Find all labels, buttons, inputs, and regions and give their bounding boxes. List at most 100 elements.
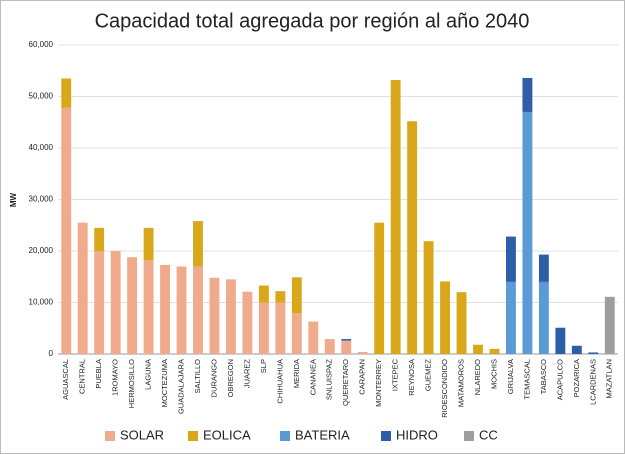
legend-label: EOLICA: [203, 427, 251, 442]
bar-segment: [258, 302, 269, 354]
bar-segment: [127, 257, 138, 354]
bar-segment: [143, 260, 154, 354]
bar-segment: [390, 80, 401, 355]
bar-segment: [604, 296, 615, 354]
bar-segment: [456, 292, 467, 354]
bar-segment: [275, 291, 286, 303]
bar-segment: [538, 281, 549, 354]
bar-segment: [407, 121, 418, 354]
x-tick-label: LAGUNA: [144, 359, 153, 390]
legend-swatch: [105, 431, 115, 441]
bar-segment: [193, 221, 203, 267]
x-tick-label: TABASCO: [539, 359, 548, 394]
x-tick-label: GRIJALVA: [506, 359, 515, 394]
x-tick-label: TEMASCAL: [522, 359, 531, 399]
x-tick-label: GUADALAJARA: [177, 359, 186, 414]
x-tick-label: MOCHIS: [489, 359, 498, 389]
x-tick-label: MONTERREY: [374, 359, 383, 407]
bar-segment: [308, 321, 319, 354]
y-tick-label: 50,000: [29, 92, 54, 101]
x-tick-label: OBREGON: [226, 359, 235, 397]
x-tick-label: JUAREZ: [242, 359, 251, 389]
y-tick-label: 40,000: [29, 143, 54, 152]
x-tick-label: MATAMOROS: [457, 359, 466, 407]
bar-segment: [374, 222, 385, 354]
bar-segment: [77, 222, 88, 354]
x-tick-label: MAZATLAN: [605, 359, 614, 398]
x-tick-label: CARAPAN: [358, 359, 367, 395]
bar-segment: [275, 302, 286, 354]
x-tick-label: NLAREDO: [473, 359, 482, 395]
bar-segment: [110, 251, 121, 354]
x-tick-label: LCARDENAS: [588, 359, 597, 405]
y-tick-label: 30,000: [29, 195, 54, 204]
bar-segment: [209, 277, 220, 354]
x-tick-label: CENTRAL: [78, 359, 87, 394]
bar-segment: [357, 351, 368, 354]
x-tick-label: QUERETARO: [341, 359, 350, 406]
x-tick-label: SNLUISPAZ: [325, 359, 334, 401]
bar-segment: [440, 281, 450, 354]
x-tick-label: HERMOSILLO: [127, 359, 136, 408]
bar-segment: [341, 339, 352, 341]
legend-swatch: [188, 431, 198, 441]
x-tick-label: DURANGO: [209, 359, 218, 398]
bar-segment: [522, 77, 533, 112]
x-tick-label: POZARICA: [572, 359, 581, 397]
bar-segment: [522, 111, 533, 354]
bar-segment: [94, 251, 105, 354]
x-tick-label: AGUASCAL: [61, 359, 70, 400]
x-tick-label: REYNOSA: [407, 359, 416, 396]
y-tick-label: 10,000: [29, 298, 54, 307]
bar-segment: [291, 313, 302, 354]
bar-segment: [588, 352, 599, 354]
bar-segment: [506, 236, 516, 282]
bar-segment: [242, 291, 253, 354]
bar-segment: [506, 281, 516, 354]
x-tick-label: RIOESCONDIDO: [440, 359, 449, 418]
bar-segment: [176, 266, 187, 354]
x-tick-label: PUEBLA: [94, 359, 103, 389]
bar-segment: [61, 78, 72, 108]
legend-label: BATERIA: [295, 427, 350, 442]
bar-segment: [324, 339, 335, 354]
bar-segment: [258, 285, 269, 303]
bar-segment: [473, 344, 483, 354]
chart-title: Capacidad total agregada por región al a…: [95, 10, 530, 32]
legend-swatch: [280, 431, 290, 441]
y-tick-label: 60,000: [29, 40, 54, 49]
x-tick-label: MERIDA: [292, 359, 301, 388]
x-tick-label: SALTILLO: [193, 359, 202, 394]
bar-segment: [423, 241, 434, 354]
x-tick-label: GUEMEZ: [424, 359, 433, 392]
bar-segment: [555, 327, 566, 354]
bar-segment: [61, 107, 72, 354]
x-tick-label: CANANEA: [308, 359, 317, 395]
bar-segment: [94, 227, 105, 251]
bar-segment: [160, 264, 170, 354]
legend-label: SOLAR: [120, 427, 164, 442]
x-tick-label: CHIHUAHUA: [275, 359, 284, 404]
y-axis-label: MW: [9, 192, 18, 207]
y-tick-label: 0: [49, 349, 54, 358]
y-tick-label: 20,000: [29, 246, 54, 255]
x-tick-label: 1ROMAYO: [111, 359, 120, 396]
bar-segment: [193, 266, 203, 354]
bar-segment: [143, 227, 154, 261]
legend-swatch: [381, 431, 391, 441]
bar-segment: [291, 277, 302, 314]
bar-segment: [341, 340, 352, 354]
bar-segment: [571, 345, 582, 354]
bar-segment: [226, 279, 236, 354]
bar-segment: [489, 348, 500, 354]
legend-swatch: [464, 431, 474, 441]
x-tick-label: SLP: [259, 359, 268, 373]
bar-segment: [538, 254, 549, 282]
legend-label: HIDRO: [396, 427, 438, 442]
x-tick-label: ACAPULCO: [555, 359, 564, 400]
x-tick-label: IXTEPEC: [391, 358, 400, 391]
legend-label: CC: [479, 427, 498, 442]
x-tick-label: MOCTEZUMA: [160, 359, 169, 407]
